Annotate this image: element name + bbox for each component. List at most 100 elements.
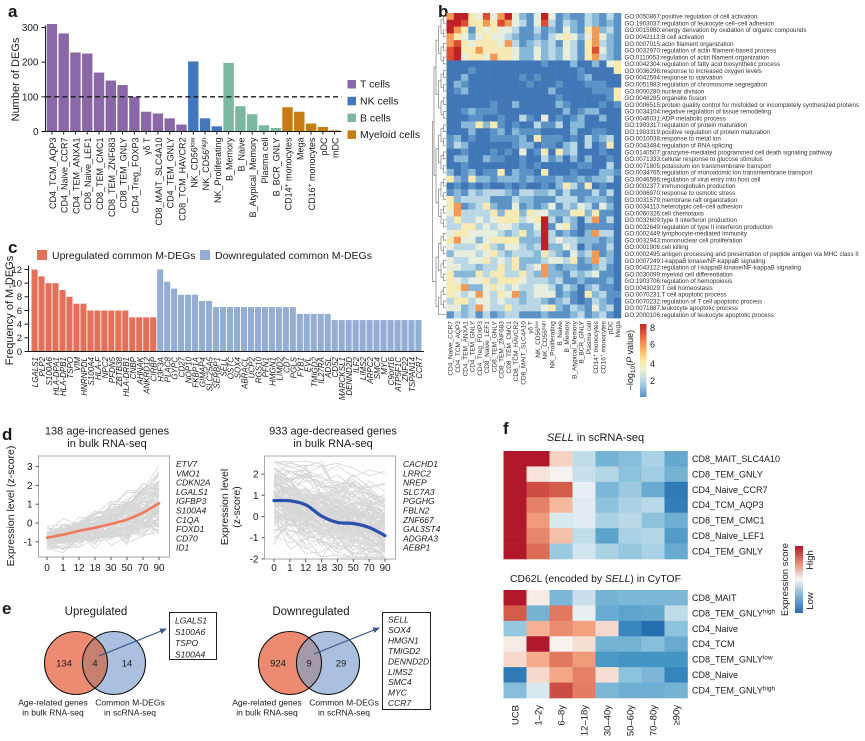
svg-text:S100A4: S100A4	[176, 506, 207, 516]
svg-text:CD4_Naive_CCR7: CD4_Naive_CCR7	[448, 321, 455, 376]
svg-text:GO:0046031:ADP metabolic proce: GO:0046031:ADP metabolic process	[625, 115, 726, 122]
svg-text:GO:0050867:positive regulation: GO:0050867:positive regulation of cell a…	[625, 14, 758, 21]
svg-text:Number of DEGs: Number of DEGs	[10, 37, 22, 121]
svg-text:GO:0070232:regulation of T cel: GO:0070232:regulation of T cell apoptoti…	[625, 299, 763, 306]
svg-text:CD4_TEM_GNLY: CD4_TEM_GNLY	[692, 547, 763, 557]
svg-text:NK_CD56high: NK_CD56high	[201, 137, 211, 190]
svg-text:FYB1: FYB1	[296, 357, 305, 377]
svg-text:GO:0051983:regulation of chrom: GO:0051983:regulation of chromosome segr…	[625, 82, 768, 89]
svg-text:CD4_TCM_AQP3: CD4_TCM_AQP3	[48, 138, 58, 210]
svg-text:CD62L (encoded by SELL) in CyT: CD62L (encoded by SELL) in CyTOF	[510, 574, 681, 585]
svg-text:NK cells: NK cells	[360, 96, 399, 108]
svg-text:ID1: ID1	[176, 543, 190, 553]
svg-text:CD4_TEM_GNLYhigh: CD4_TEM_GNLYhigh	[692, 686, 776, 696]
svg-text:GO:0071887:leukocyte apoptotic: GO:0071887:leukocyte apoptotic process	[625, 305, 739, 312]
svg-text:CD8_Naive_LEF1: CD8_Naive_LEF1	[484, 321, 491, 374]
svg-text:Mega: Mega	[615, 321, 622, 338]
svg-text:GO:1903037:regulation of leuko: GO:1903037:regulation of leukocyte cell–…	[625, 21, 775, 28]
svg-text:CD8_TCM_HAVCR2: CD8_TCM_HAVCR2	[178, 138, 188, 221]
svg-text:PLP2: PLP2	[38, 356, 47, 376]
svg-text:SERBP1: SERBP1	[213, 357, 222, 389]
svg-text:MYC: MYC	[380, 357, 389, 375]
svg-text:Plasma cell: Plasma cell	[586, 321, 593, 355]
svg-text:mDC: mDC	[331, 137, 341, 158]
svg-text:Expression level (z-score): Expression level (z-score)	[5, 446, 17, 567]
svg-text:pDC: pDC	[319, 137, 329, 156]
svg-text:1: 1	[27, 500, 33, 511]
svg-text:90: 90	[379, 563, 391, 574]
svg-text:50–60y: 50–60y	[626, 705, 637, 736]
svg-text:CDKN2A: CDKN2A	[176, 478, 211, 488]
svg-text:GYPC: GYPC	[171, 357, 180, 380]
svg-text:CD8_TEM_GNLYhigh: CD8_TEM_GNLYhigh	[692, 608, 776, 618]
svg-text:0: 0	[27, 519, 33, 530]
svg-text:B_Memory: B_Memory	[225, 137, 235, 181]
svg-text:GO:0036296:response to increas: GO:0036296:response to increased oxygen …	[625, 68, 762, 75]
svg-text:PGLS: PGLS	[289, 356, 298, 378]
svg-text:30–40y: 30–40y	[603, 705, 614, 736]
svg-text:CD4_TEM_ANXA1: CD4_TEM_ANXA1	[462, 321, 469, 377]
svg-text:HLA-DPB1: HLA-DPB1	[59, 357, 68, 396]
svg-text:12: 12	[11, 265, 22, 276]
svg-text:CCR7: CCR7	[388, 698, 411, 708]
svg-text:GAL3ST4: GAL3ST4	[403, 524, 441, 534]
svg-text:4: 4	[17, 320, 22, 331]
svg-text:C9orf16: C9orf16	[387, 356, 396, 385]
svg-text:CD4_TCM_AQP3: CD4_TCM_AQP3	[692, 500, 764, 510]
svg-text:PGGHG: PGGHG	[403, 496, 435, 506]
svg-text:TMIGD2: TMIGD2	[388, 646, 420, 656]
svg-text:CD4_TEM_GNLY: CD4_TEM_GNLY	[470, 320, 477, 372]
svg-text:GO:1903319:positive regulation: GO:1903319:positive regulation of protei…	[625, 129, 771, 136]
svg-text:Expression level: Expression level	[219, 469, 231, 545]
svg-text:GO:0031579:membrane raft organ: GO:0031579:membrane raft organization	[625, 197, 738, 204]
svg-text:FKBP1A: FKBP1A	[192, 357, 201, 388]
svg-text:HMGN1: HMGN1	[268, 357, 277, 386]
svg-text:GO:2000106:regulation of leuko: GO:2000106:regulation of leukocyte apopt…	[625, 312, 774, 319]
svg-text:70–80y: 70–80y	[649, 705, 660, 736]
svg-text:50: 50	[121, 563, 133, 574]
svg-text:SOX4: SOX4	[234, 356, 243, 378]
svg-text:6: 6	[17, 306, 22, 317]
svg-text:CIRBP: CIRBP	[150, 356, 159, 381]
svg-text:SELL: SELL	[388, 615, 409, 625]
svg-text:High: High	[805, 550, 816, 570]
svg-text:Downregulated common M-DEGs: Downregulated common M-DEGs	[215, 250, 372, 262]
svg-text:DENND2D: DENND2D	[388, 656, 429, 666]
svg-text:GO:0001906:cell killing: GO:0001906:cell killing	[625, 244, 689, 251]
svg-text:–log10(P value): –log10(P value)	[625, 330, 637, 390]
svg-text:TSPO: TSPO	[66, 357, 75, 379]
svg-text:30: 30	[332, 563, 344, 574]
svg-text:(z-score): (z-score)	[231, 486, 243, 527]
svg-text:GO:0034104:negative regulation: GO:0034104:negative regulation of tissue…	[625, 109, 772, 116]
svg-text:18: 18	[89, 563, 101, 574]
svg-text:Common M-DEGs: Common M-DEGs	[309, 698, 378, 708]
svg-text:ZBTB38: ZBTB38	[115, 356, 124, 387]
svg-text:GO:1903706:regulation of hemop: GO:1903706:regulation of hemopoiesis	[625, 278, 733, 285]
svg-text:GO:0046596:regulation of viral: GO:0046596:regulation of viral entry int…	[625, 176, 761, 183]
svg-text:TSPAN14: TSPAN14	[408, 356, 417, 392]
svg-text:30: 30	[105, 563, 117, 574]
svg-text:CD8_Naive_LEF1: CD8_Naive_LEF1	[692, 531, 765, 541]
svg-text:12: 12	[73, 563, 85, 574]
svg-text:B_Memory: B_Memory	[564, 320, 571, 352]
svg-text:FOXD1: FOXD1	[176, 524, 205, 534]
svg-text:c: c	[8, 238, 17, 257]
svg-text:GO:0034113:heterotypic cell–ce: GO:0034113:heterotypic cell–cell adhesio…	[625, 204, 743, 211]
svg-text:GO:0034765:regulation of monoa: GO:0034765:regulation of monoatomic ion …	[625, 170, 813, 177]
svg-text:CD8_TCM_HAVCR2: CD8_TCM_HAVCR2	[513, 321, 520, 382]
svg-text:Myeloid cells: Myeloid cells	[360, 129, 420, 141]
svg-text:MYC: MYC	[388, 688, 408, 698]
svg-text:ZNF667: ZNF667	[402, 515, 434, 525]
svg-text:TSPO: TSPO	[175, 638, 199, 648]
svg-text:CD8_TEM_ZNF683: CD8_TEM_ZNF683	[107, 138, 117, 218]
svg-text:924: 924	[270, 659, 286, 670]
svg-text:CD4_Naive_CCR7: CD4_Naive_CCR7	[692, 485, 768, 495]
svg-text:18: 18	[316, 563, 328, 574]
svg-text:ATP5F1C: ATP5F1C	[394, 357, 403, 393]
svg-text:DENND2D: DENND2D	[345, 357, 354, 396]
svg-text:GO:0002449:lymphocyte-mediated: GO:0002449:lymphocyte-mediated immunity	[625, 231, 748, 238]
svg-text:TMIGD2: TMIGD2	[310, 356, 319, 387]
svg-text:HMGN1: HMGN1	[388, 635, 419, 645]
svg-text:3: 3	[27, 462, 33, 473]
svg-text:LGALS1: LGALS1	[175, 616, 207, 626]
